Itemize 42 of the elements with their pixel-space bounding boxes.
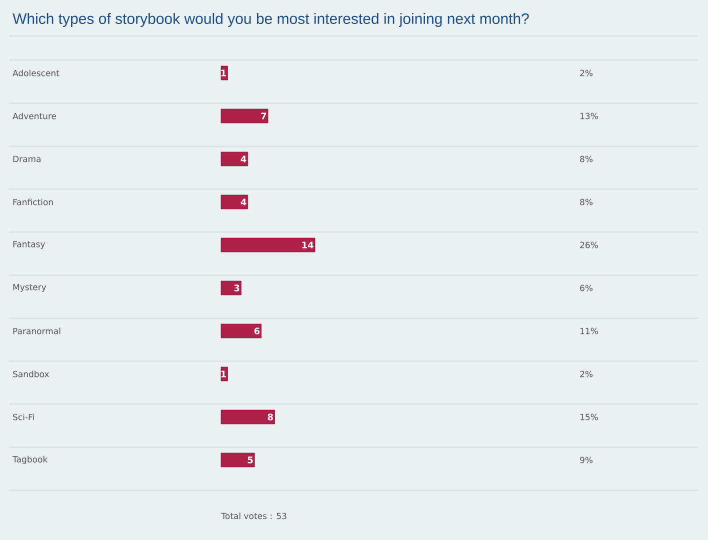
data-label: 14 [302,242,314,248]
bar [220,410,275,424]
text: 11% [580,328,598,334]
bar [220,108,268,124]
bar [220,152,248,166]
data-label: 4 [240,198,246,206]
data-label: 4 [240,156,246,162]
y-tick-label: Tagbook [12,456,48,464]
y-tick-label: Drama [13,156,40,162]
bar [220,238,316,252]
bar [220,324,262,338]
text: Total votes : 53 [221,512,286,520]
y-tick-label: Paranormal [13,328,60,334]
data-label: 3 [234,284,240,292]
text: 13% [580,112,598,120]
y-tick-label: Adventure [12,112,56,120]
text: 6% [580,284,593,292]
y-tick-label: Fantasy [13,241,45,249]
text: 2% [580,370,593,378]
bar [220,280,242,296]
y-tick-label: Sci-Fi [13,414,34,420]
bar [220,194,248,210]
data-label: 8 [268,414,273,420]
y-tick-label: Mystery [13,284,46,292]
data-label: 1 [221,370,226,378]
text: 15% [580,414,598,420]
text: 8% [580,156,593,162]
data-label: 6 [254,328,260,334]
bar [220,366,228,382]
chart-title: Which types of storybook would you be most interested in joining next month? [12,12,529,27]
y-tick-label: Fanfiction [13,198,53,206]
y-tick-label: Sandbox [13,370,50,378]
data-label: 1 [221,70,226,76]
bar [220,66,228,80]
bar [220,452,255,468]
data-label: 7 [261,112,266,120]
y-tick-label: Adolescent [12,70,60,76]
text: 9% [580,456,593,464]
data-label: 5 [248,456,253,464]
text: 2% [580,70,593,76]
text: 26% [580,242,598,248]
text: 8% [580,198,593,206]
